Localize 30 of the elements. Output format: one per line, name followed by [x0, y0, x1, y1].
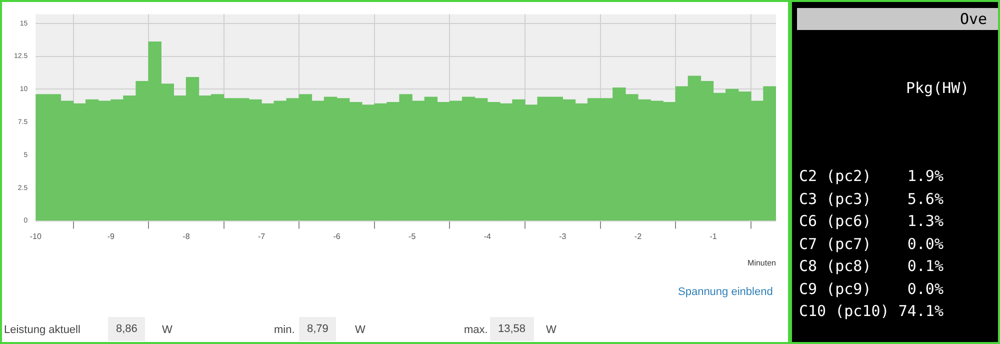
text: C2 (pc2) 1.9% — [799, 167, 944, 185]
text: C9 (pc9) 0.0% — [799, 280, 944, 298]
x-tick-label: -9 — [107, 232, 116, 241]
text: W — [355, 324, 366, 336]
x-tick-label: -7 — [258, 232, 266, 241]
text: C3 (pc3) 5.6% — [799, 190, 944, 208]
text: C6 (pc6) 1.3% — [799, 212, 944, 230]
x-tick-label: -6 — [333, 232, 341, 241]
text: Spannung einblend — [678, 286, 773, 298]
text: 13,58 — [490, 317, 534, 341]
text: 8,86 — [108, 317, 146, 341]
x-tick-label: -10 — [30, 232, 42, 241]
text: C10 (pc10) 74.1% — [799, 302, 944, 320]
x-tick-label: -1 — [710, 232, 718, 241]
x-tick-label: -3 — [559, 232, 567, 241]
text: W — [546, 324, 556, 336]
text: 8,79 — [299, 317, 336, 341]
text: Leistung aktuell — [4, 324, 80, 336]
text: C8 (pc8) 0.1% — [799, 257, 944, 275]
text: Pkg(HW) — [906, 79, 970, 97]
text: C7 (pc7) 0.0% — [799, 234, 944, 252]
text: min. — [274, 324, 295, 336]
x-axis-title: Minuten — [748, 258, 776, 268]
x-tick-label: -5 — [408, 232, 416, 241]
x-tick-label: -2 — [634, 232, 642, 241]
text: W — [162, 324, 172, 336]
x-tick-label: -8 — [182, 232, 190, 241]
x-tick-label: -4 — [484, 232, 492, 241]
text: max. — [464, 324, 488, 336]
text: Ove — [960, 10, 988, 28]
